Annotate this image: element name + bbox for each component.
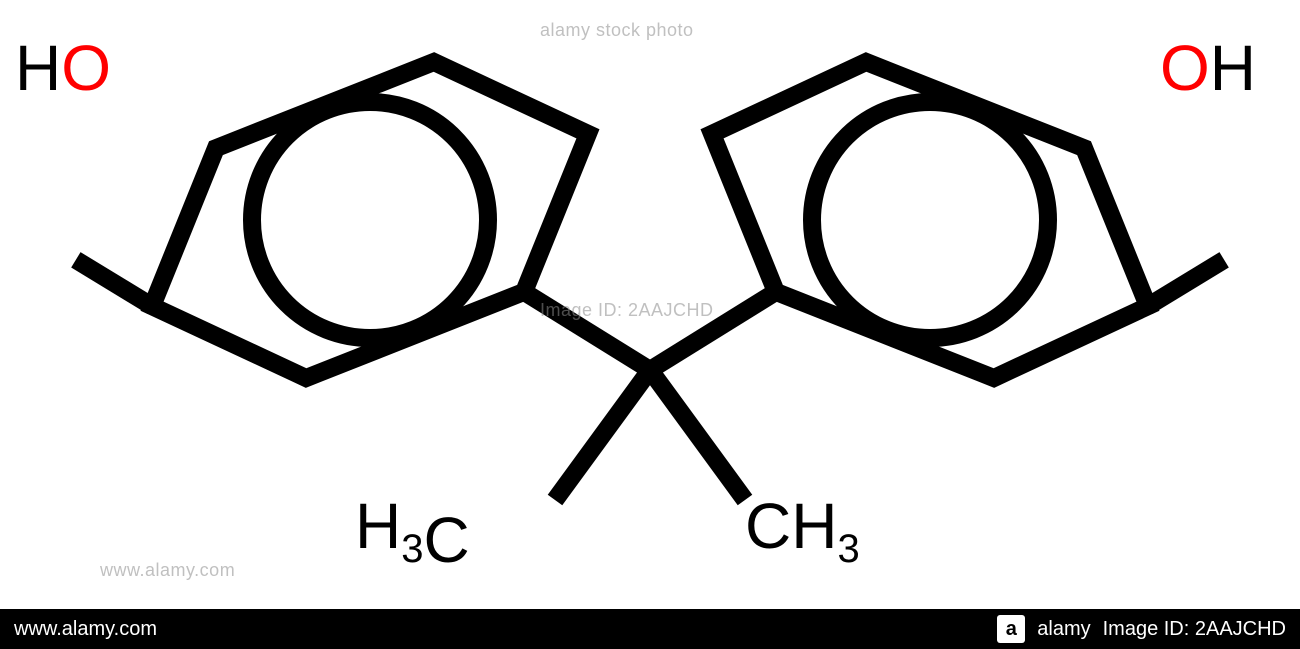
bond-center-to-right-methyl [650,370,745,500]
chemical-structure-svg: HO OH H3C CH3 [0,0,1300,610]
footer-site: www.alamy.com [14,618,157,641]
bond-left-ring-to-center [524,292,650,370]
bond-center-to-left-methyl [555,370,650,500]
footer-right: a alamy Image ID: 2AAJCHD [997,615,1286,643]
bond-right-ring-to-OH [1148,260,1224,306]
footer-bar: www.alamy.com a alamy Image ID: 2AAJCHD [0,609,1300,649]
label-oh-left: HO [15,32,111,104]
bond-right-ring-to-center [650,292,776,370]
alamy-brand-text: alamy [1037,618,1090,641]
label-ch3-right: CH3 [745,490,860,571]
ring-right-aromatic-circle [812,102,1048,338]
bond-left-ring-to-OH [76,260,152,306]
footer-image-id: Image ID: 2AAJCHD [1103,618,1286,641]
alamy-logo-glyph: a [997,615,1025,643]
ring-left-aromatic-circle [252,102,488,338]
label-oh-right: OH [1160,32,1256,104]
label-ch3-left: H3C [355,490,470,576]
